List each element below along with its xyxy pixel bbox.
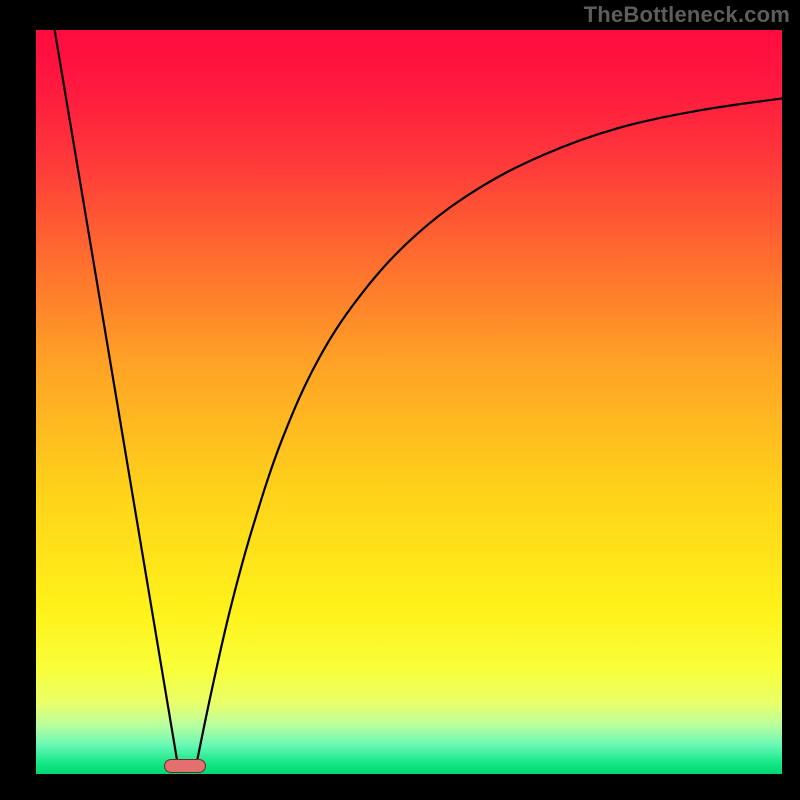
curve-right-leg bbox=[196, 98, 782, 764]
plot-area bbox=[36, 30, 782, 774]
watermark-text: TheBottleneck.com bbox=[584, 2, 790, 28]
optimal-marker bbox=[164, 759, 206, 773]
curve-left-leg bbox=[55, 30, 178, 764]
bottleneck-curve bbox=[36, 30, 782, 774]
